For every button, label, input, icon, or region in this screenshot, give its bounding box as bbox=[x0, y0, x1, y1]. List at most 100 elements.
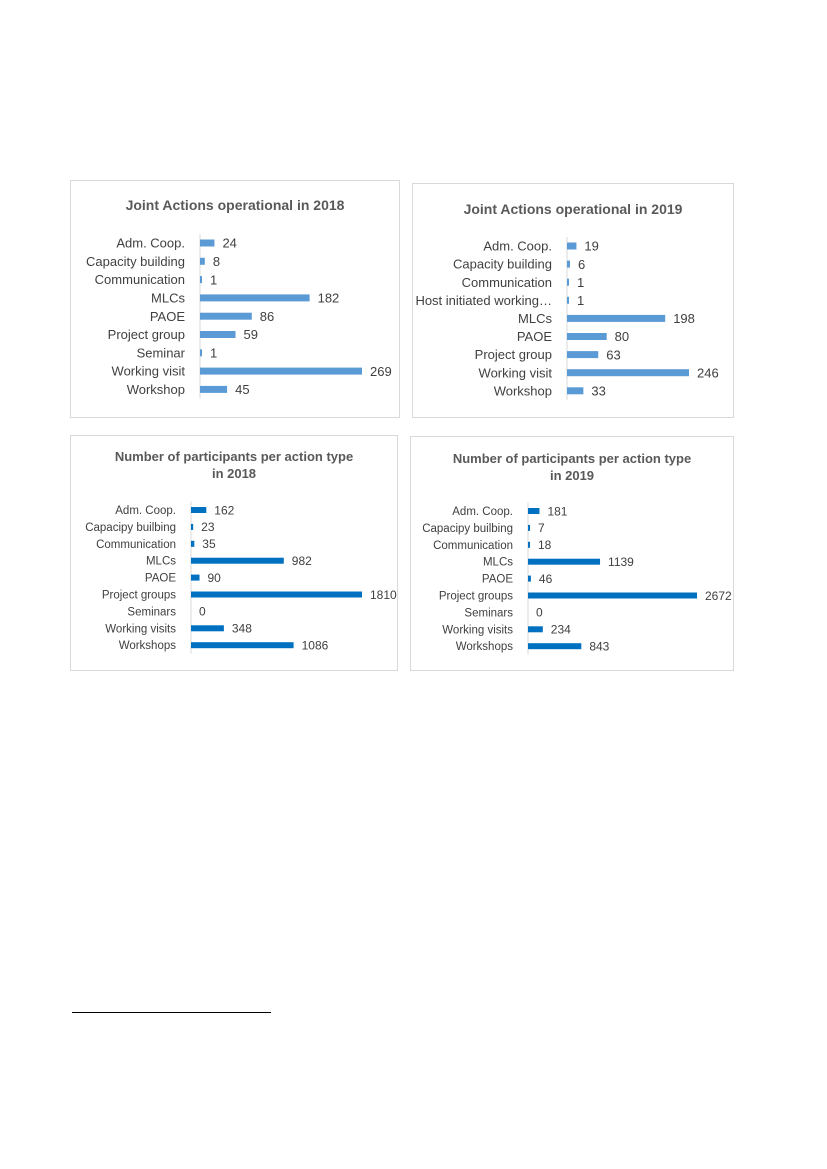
category-label: Working visits bbox=[105, 623, 176, 635]
bar bbox=[191, 574, 200, 581]
chart-title: Number of participants per action type i… bbox=[71, 448, 397, 482]
category-label: Adm. Coop. bbox=[116, 236, 185, 251]
data-label: 1139 bbox=[608, 555, 634, 569]
bar bbox=[567, 351, 599, 359]
bar bbox=[528, 626, 543, 633]
data-label: 1 bbox=[210, 272, 217, 287]
bar bbox=[528, 558, 601, 565]
category-label: PAOE bbox=[145, 573, 176, 585]
chart-plot: Adm. Coop. 24 Capacity building 8 Communicat… bbox=[86, 233, 392, 399]
data-label: 24 bbox=[222, 236, 236, 251]
data-label: 348 bbox=[232, 622, 252, 636]
category-label: Capacity building bbox=[86, 254, 185, 269]
bar bbox=[567, 242, 577, 250]
chart-title-line-2: in 2019 bbox=[549, 468, 595, 483]
data-label: 182 bbox=[318, 291, 340, 306]
bar bbox=[191, 507, 207, 513]
data-label: 35 bbox=[202, 537, 216, 551]
category-label: Communication bbox=[462, 275, 552, 290]
category-label: Workshop bbox=[494, 383, 552, 398]
category-label: Project group bbox=[475, 347, 552, 362]
category-label: Workshops bbox=[119, 640, 177, 652]
chart-plot: Adm. Coop. 19 Capacity building 6 Communicat… bbox=[415, 236, 719, 400]
data-label: 1810 bbox=[370, 588, 397, 602]
data-label: 23 bbox=[201, 520, 215, 534]
category-label: MLCs bbox=[483, 557, 513, 569]
data-label: 1086 bbox=[302, 639, 329, 653]
category-label: Communication bbox=[95, 272, 185, 287]
footnote-separator bbox=[72, 1012, 271, 1013]
data-label: 234 bbox=[551, 623, 571, 637]
category-label: MLCs bbox=[146, 556, 176, 568]
data-label: 2672 bbox=[705, 589, 732, 603]
chart-participants-2019: Number of participants per action type i… bbox=[410, 436, 734, 671]
category-label: Workshops bbox=[456, 641, 514, 653]
category-label: Capacity building bbox=[453, 257, 552, 272]
bar bbox=[528, 541, 530, 548]
bar bbox=[200, 239, 215, 247]
bar bbox=[567, 278, 569, 286]
bar bbox=[528, 508, 540, 514]
bar bbox=[191, 557, 284, 564]
data-label: 1 bbox=[577, 293, 584, 308]
chart-joint-actions-2019: Joint Actions operational in 2019 Adm. C… bbox=[412, 183, 734, 418]
category-label: Seminar bbox=[137, 345, 186, 360]
data-label: 181 bbox=[547, 504, 567, 518]
chart-title: Joint Actions operational in 2019 bbox=[463, 201, 683, 217]
bar bbox=[528, 575, 531, 582]
data-label: 1 bbox=[577, 275, 584, 290]
bar bbox=[200, 257, 205, 265]
data-label: 6 bbox=[578, 257, 585, 272]
category-label: Communication bbox=[433, 540, 513, 552]
bar bbox=[567, 296, 569, 304]
category-label: Working visit bbox=[479, 365, 553, 380]
bar bbox=[528, 524, 530, 531]
category-label: Working visits bbox=[442, 624, 513, 636]
category-label: Capacipy builbing bbox=[422, 523, 513, 535]
category-label: PAOE bbox=[517, 329, 552, 344]
data-label: 33 bbox=[591, 383, 605, 398]
category-label: Communication bbox=[96, 539, 176, 551]
chart-title-line-1: Number of participants per action type bbox=[452, 451, 692, 466]
chart-title: Joint Actions operational in 2018 bbox=[125, 197, 345, 213]
data-label: 19 bbox=[584, 239, 598, 254]
category-label: Project groups bbox=[439, 591, 513, 603]
category-label: Project group bbox=[108, 327, 185, 342]
category-label: Adm. Coop. bbox=[483, 239, 552, 254]
data-label: 80 bbox=[615, 329, 629, 344]
category-label: Seminars bbox=[464, 607, 513, 619]
data-label: 269 bbox=[370, 364, 392, 379]
bar bbox=[200, 276, 202, 284]
category-label: Host initiated working… bbox=[415, 293, 552, 308]
data-label: 0 bbox=[536, 606, 543, 620]
bar bbox=[191, 625, 224, 632]
data-label: 162 bbox=[214, 503, 234, 517]
bar bbox=[200, 385, 228, 393]
category-label: MLCs bbox=[151, 290, 185, 305]
data-label: 46 bbox=[539, 572, 553, 586]
data-label: 198 bbox=[673, 311, 695, 326]
category-label: Adm. Coop. bbox=[452, 506, 513, 518]
bar bbox=[567, 333, 607, 340]
bar bbox=[567, 260, 570, 268]
bar bbox=[200, 312, 252, 320]
bar bbox=[567, 387, 584, 395]
chart-title-line-2: in 2018 bbox=[211, 466, 257, 481]
bar bbox=[200, 331, 236, 338]
chart-participants-2018: Number of participants per action type i… bbox=[70, 435, 398, 671]
bar bbox=[528, 592, 697, 599]
bar bbox=[567, 369, 689, 377]
category-label: Seminars bbox=[127, 606, 176, 618]
category-label: Capacipy builbing bbox=[85, 522, 176, 534]
data-label: 18 bbox=[538, 538, 552, 552]
data-label: 8 bbox=[213, 254, 220, 269]
data-label: 0 bbox=[199, 605, 206, 619]
data-label: 59 bbox=[244, 327, 258, 342]
category-label: PAOE bbox=[150, 309, 185, 324]
data-label: 86 bbox=[260, 309, 274, 324]
category-label: Workshop bbox=[127, 382, 185, 397]
category-label: PAOE bbox=[482, 574, 513, 586]
data-label: 1 bbox=[210, 345, 217, 360]
bar bbox=[200, 367, 362, 375]
category-label: Adm. Coop. bbox=[115, 505, 176, 517]
